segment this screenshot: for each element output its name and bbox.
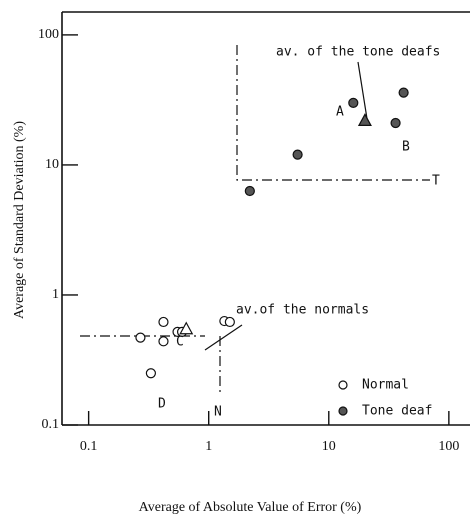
x-tick-label: 10	[322, 439, 336, 454]
annotation: C	[176, 335, 184, 350]
x-tick-label: 1	[205, 439, 212, 454]
x-tick-label: 0.1	[80, 439, 98, 454]
point	[244, 185, 255, 197]
x-tick-label: 100	[438, 439, 459, 454]
point	[398, 87, 409, 98]
y-tick-label: 10	[45, 157, 59, 172]
annotation: T	[432, 174, 440, 189]
y-axis-label: Average of Standard Deviation (%)	[12, 121, 27, 319]
point	[224, 316, 235, 328]
legend-label: Normal	[362, 378, 409, 393]
annotation: B	[402, 140, 410, 155]
annotation: av.of the normals	[236, 303, 369, 318]
annotation: N	[214, 405, 222, 420]
point	[348, 97, 359, 108]
y-tick-label: 100	[38, 27, 59, 42]
annotation: D	[158, 397, 166, 412]
y-tick-label: 1	[52, 287, 59, 302]
y-tick-label: 0.1	[42, 417, 60, 432]
legend-label: Tone deaf	[362, 404, 432, 419]
annotation: A	[336, 105, 344, 120]
normal-range	[80, 335, 221, 392]
annotation: av. of the tone deafs	[276, 45, 440, 60]
point	[158, 336, 169, 347]
point	[390, 117, 401, 129]
tone-deaf-range	[236, 45, 430, 181]
pointer	[357, 61, 369, 126]
legend-marker	[338, 380, 348, 390]
pointer	[204, 324, 243, 351]
point	[292, 149, 303, 160]
point	[145, 368, 156, 379]
legend-marker	[338, 406, 348, 416]
point	[135, 332, 146, 343]
average-marker	[179, 321, 194, 335]
average-marker	[357, 113, 372, 127]
point	[158, 316, 169, 328]
x-axis-label: Average of Absolute Value of Error (%)	[139, 500, 362, 515]
